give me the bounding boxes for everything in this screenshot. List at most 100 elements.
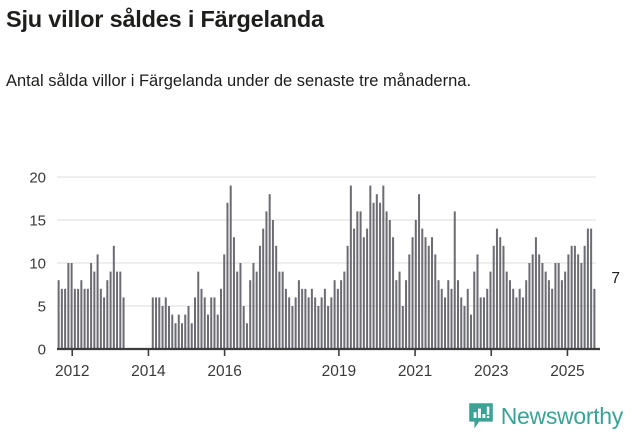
- bar: [177, 314, 180, 349]
- bar: [327, 306, 330, 349]
- bar: [197, 271, 200, 349]
- bar: [375, 194, 378, 349]
- bar: [83, 288, 86, 349]
- bar: [252, 263, 255, 349]
- bar: [469, 314, 472, 349]
- bar: [262, 228, 265, 349]
- bar: [258, 245, 261, 349]
- bar: [249, 280, 252, 349]
- y-axis-tick-label: 15: [29, 213, 46, 230]
- bar: [223, 254, 226, 349]
- bar: [112, 245, 115, 349]
- bar: [219, 288, 222, 349]
- newsworthy-logo[interactable]: Newsworthy: [468, 402, 623, 430]
- bar: [203, 297, 206, 349]
- bar: [489, 271, 492, 349]
- bar: [567, 254, 570, 349]
- bar: [590, 228, 593, 349]
- bar: [460, 297, 463, 349]
- bar: [193, 297, 196, 349]
- bar: [359, 211, 362, 349]
- bar: [457, 280, 460, 349]
- bar: [453, 211, 456, 349]
- bar: [73, 288, 76, 349]
- bar: [499, 237, 502, 349]
- bar: [64, 288, 67, 349]
- bar: [544, 271, 547, 349]
- bar: [437, 280, 440, 349]
- bar: [538, 254, 541, 349]
- bar: [297, 280, 300, 349]
- bar: [418, 194, 421, 349]
- bar: [573, 245, 576, 349]
- bar: [158, 297, 161, 349]
- bar: [421, 228, 424, 349]
- bar: [362, 237, 365, 349]
- bar: [366, 228, 369, 349]
- bar: [106, 280, 109, 349]
- bar: [369, 185, 372, 349]
- bar: [482, 297, 485, 349]
- bar: [200, 288, 203, 349]
- bar: [164, 297, 167, 349]
- bar: [512, 288, 515, 349]
- bar: [288, 297, 291, 349]
- bar: [323, 288, 326, 349]
- bar: [541, 263, 544, 349]
- bar: [239, 263, 242, 349]
- x-axis-tick-label: 2014: [131, 363, 166, 380]
- bar: [593, 288, 596, 349]
- y-axis-tick-label: 10: [29, 256, 46, 273]
- bar: [278, 271, 281, 349]
- bar: [346, 245, 349, 349]
- bar: [583, 245, 586, 349]
- bar: [382, 185, 385, 349]
- bar: [206, 314, 209, 349]
- x-axis-tick-label: 2016: [207, 363, 241, 380]
- bar: [93, 271, 96, 349]
- bar: [213, 297, 216, 349]
- y-axis-tick-label: 0: [38, 342, 46, 359]
- bar: [119, 271, 122, 349]
- bar: [414, 220, 417, 349]
- chart-plot-area: 0 5 10 15 20 2012 2014 2016 2019 2021 2023 2025 7: [0, 158, 631, 388]
- bar: [444, 297, 447, 349]
- bar: [336, 288, 339, 349]
- bar: [60, 288, 63, 349]
- bar: [310, 288, 313, 349]
- chart-footer: Newsworthy: [0, 398, 631, 439]
- bar: [301, 288, 304, 349]
- bar: [554, 263, 557, 349]
- y-axis-tick-label: 5: [38, 299, 46, 316]
- bar: [275, 245, 278, 349]
- bar: [528, 263, 531, 349]
- bar: [534, 237, 537, 349]
- bar-chart-speech-bubble-icon: [468, 403, 493, 429]
- bar: [434, 254, 437, 349]
- bar: [330, 297, 333, 349]
- bar: [184, 314, 187, 349]
- bar: [343, 271, 346, 349]
- bar: [155, 297, 158, 349]
- bar: [80, 280, 83, 349]
- bar: [356, 211, 359, 349]
- bar: [320, 297, 323, 349]
- bar: [57, 280, 60, 349]
- x-axis-tick-label: 2025: [550, 363, 584, 380]
- bar: [580, 263, 583, 349]
- y-axis-tick-label: 20: [29, 170, 46, 187]
- bar: [304, 288, 307, 349]
- bar: [502, 245, 505, 349]
- bar: [564, 271, 567, 349]
- bar: [168, 306, 171, 349]
- bar: [521, 297, 524, 349]
- bar: [77, 288, 80, 349]
- bar: [424, 237, 427, 349]
- bar: [226, 202, 229, 349]
- bar: [531, 254, 534, 349]
- x-axis-tick-label: 2021: [398, 363, 432, 380]
- x-axis-tick-label: 2019: [322, 363, 356, 380]
- bar: [317, 306, 320, 349]
- bar: [284, 288, 287, 349]
- bar: [518, 288, 521, 349]
